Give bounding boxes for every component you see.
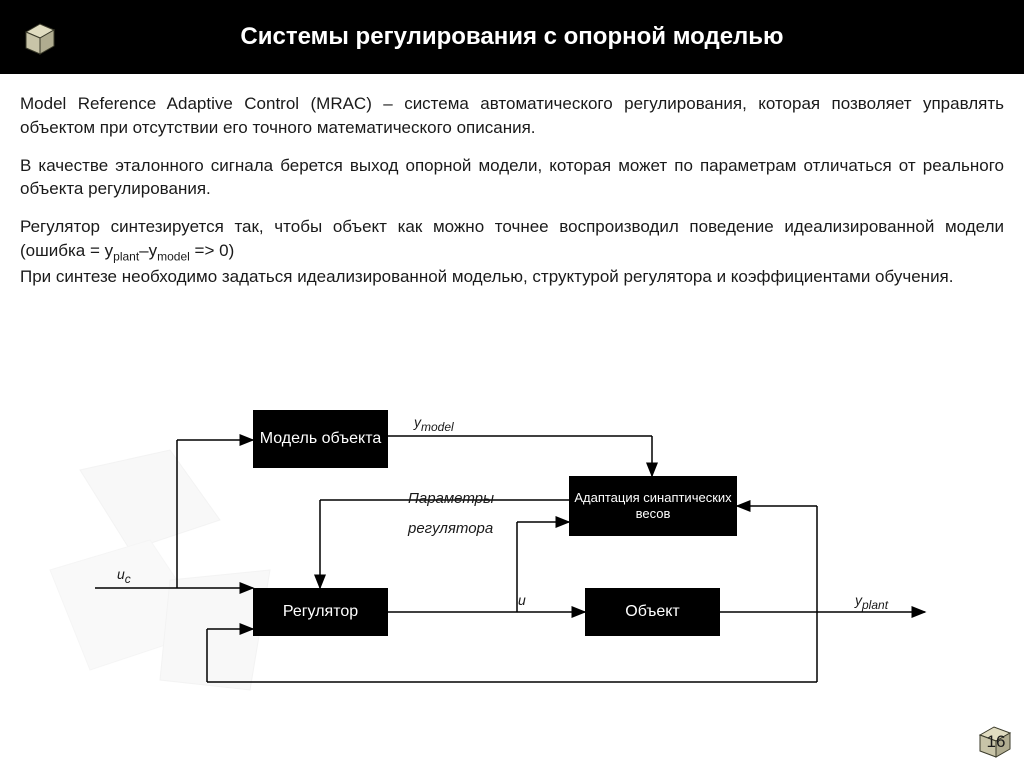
label-yplant: yplant bbox=[855, 592, 888, 612]
page-number-text: 16 bbox=[987, 732, 1006, 752]
page-number: 16 bbox=[974, 723, 1018, 761]
label-params-2: регулятора bbox=[408, 520, 493, 537]
diagram-arrows bbox=[95, 400, 945, 740]
node-adaptation: Адаптация синаптических весов bbox=[569, 476, 737, 536]
slide-title: Системы регулирования с опорной моделью bbox=[0, 23, 1024, 51]
paragraph-2: В качестве эталонного сигнала берется вы… bbox=[20, 154, 1004, 202]
cube-icon bbox=[18, 18, 58, 58]
label-u: u bbox=[518, 592, 526, 608]
slide-header: Системы регулирования с опорной моделью bbox=[0, 0, 1024, 74]
slide-content: Model Reference Adaptive Control (MRAC) … bbox=[0, 74, 1024, 289]
node-object: Объект bbox=[585, 588, 720, 636]
label-uc: uc bbox=[117, 566, 131, 586]
mrac-diagram: Модель объекта Регулятор Объект Адаптаци… bbox=[95, 400, 945, 740]
label-params-1: Параметры bbox=[408, 490, 494, 507]
label-ymodel: ymodel bbox=[414, 414, 454, 434]
paragraph-4: При синтезе необходимо задаться идеализи… bbox=[20, 265, 1004, 289]
paragraph-1: Model Reference Adaptive Control (MRAC) … bbox=[20, 92, 1004, 140]
node-regulator: Регулятор bbox=[253, 588, 388, 636]
paragraph-3: Регулятор синтезируется так, чтобы объек… bbox=[20, 215, 1004, 265]
node-model: Модель объекта bbox=[253, 410, 388, 468]
